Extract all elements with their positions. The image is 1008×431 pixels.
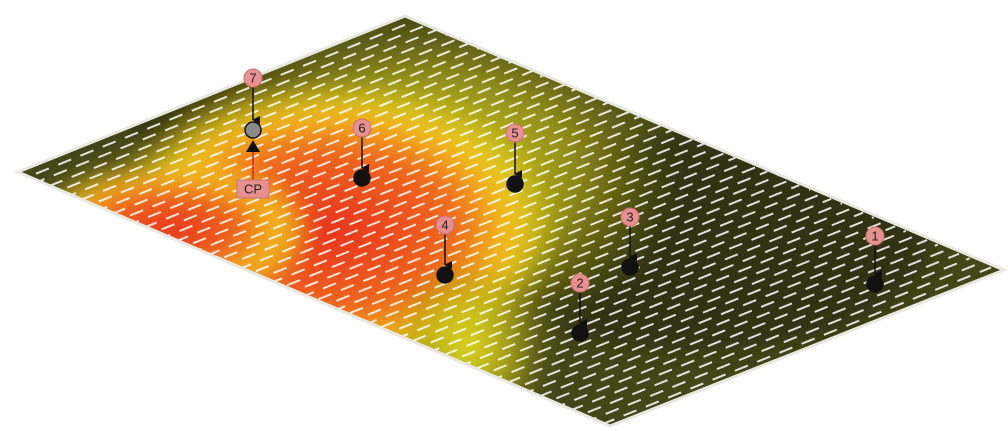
- point-label: 6: [358, 120, 365, 135]
- point-label: 7: [249, 70, 256, 85]
- point-label: 5: [511, 125, 518, 140]
- point-dot: [572, 325, 588, 341]
- field-surface: [0, 0, 1008, 431]
- point-dot: [437, 267, 453, 283]
- point-dot: [507, 176, 523, 192]
- point-label: 1: [871, 228, 878, 243]
- control-label: CP: [244, 181, 262, 196]
- point-dot: [245, 122, 261, 138]
- field-map: 1 2 3 4 5 6 7 CP: [0, 0, 1008, 431]
- point-label: 4: [441, 217, 448, 232]
- point-dot: [354, 170, 370, 186]
- point-label: 3: [626, 209, 633, 224]
- point-label: 2: [576, 275, 583, 290]
- point-dot: [622, 259, 638, 275]
- point-dot: [867, 276, 883, 292]
